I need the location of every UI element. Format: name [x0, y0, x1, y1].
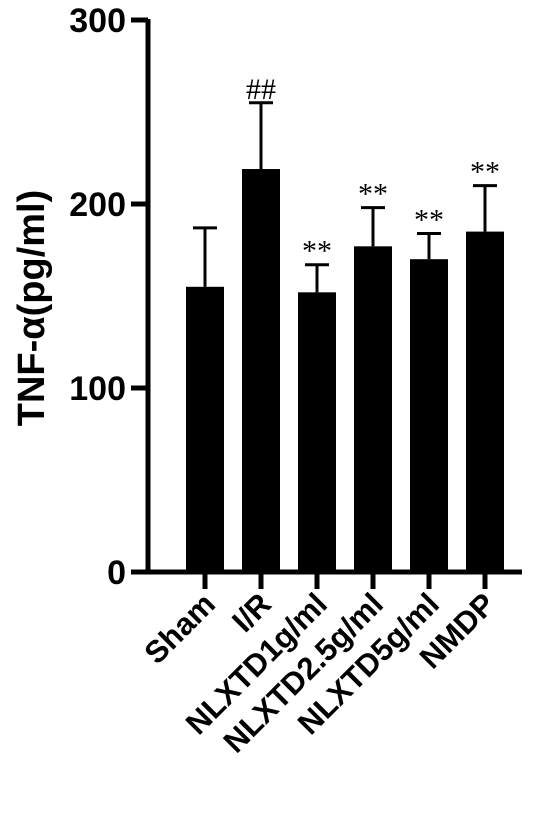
y-tick-label: 0	[107, 554, 126, 592]
bar	[410, 259, 448, 572]
significance-label: **	[358, 178, 388, 211]
bar	[298, 292, 336, 572]
significance-label: ##	[246, 73, 276, 106]
y-tick-label: 300	[69, 2, 126, 40]
bar	[466, 231, 504, 572]
bar	[186, 286, 224, 572]
y-tick-label: 100	[69, 370, 126, 408]
bar	[354, 246, 392, 572]
x-tick-label: Sham	[138, 586, 222, 670]
significance-label: **	[302, 235, 332, 268]
bar	[242, 169, 280, 573]
y-axis-label: TNF-α(pg/ml)	[11, 190, 53, 427]
significance-label: **	[414, 203, 444, 236]
y-tick-label: 200	[69, 186, 126, 224]
significance-label: **	[470, 156, 500, 189]
